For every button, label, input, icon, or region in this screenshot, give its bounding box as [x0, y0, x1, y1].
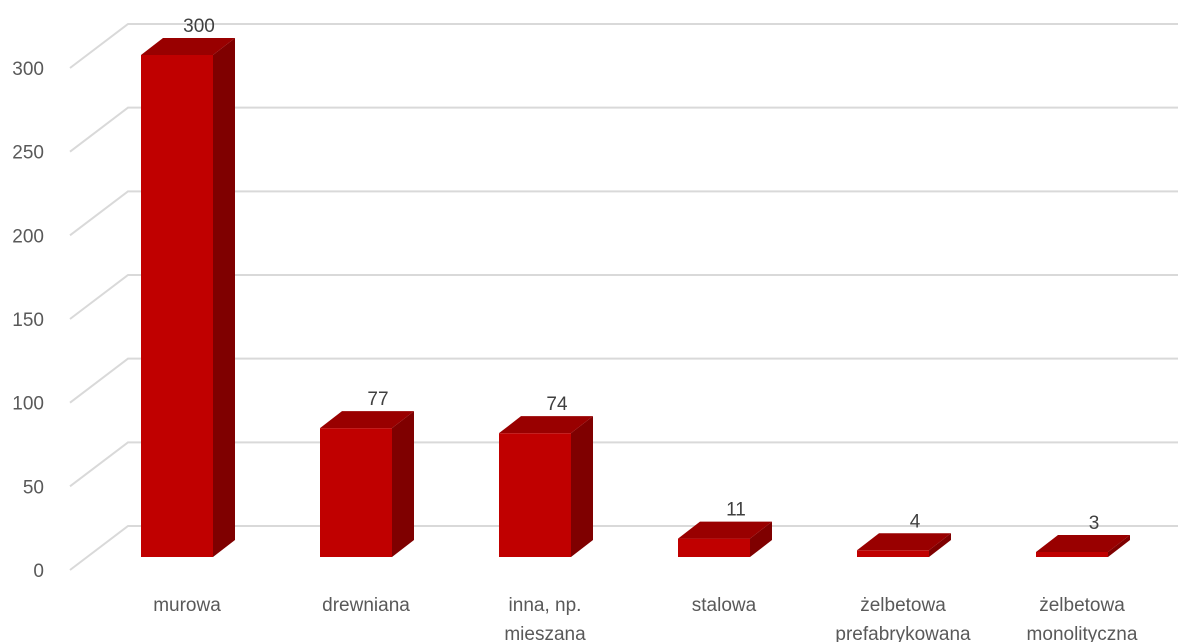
category-label: żelbetowa prefabrykowana — [835, 595, 971, 642]
y-tick-label: 100 — [12, 394, 44, 415]
gridline — [69, 106, 1178, 153]
category-label: żelbetowa monolityczna — [1027, 595, 1138, 642]
data-label: 300 — [183, 16, 215, 37]
bar-front — [320, 428, 392, 557]
bar-front — [1036, 551, 1108, 557]
bar-side — [213, 38, 235, 557]
category-label: murowa — [153, 595, 221, 616]
data-label: 11 — [726, 500, 746, 521]
bar-front — [499, 433, 571, 557]
x-axis: murowa drewniana inna, np. mieszana stalowa ż… — [153, 595, 1138, 642]
bar — [1036, 534, 1130, 557]
bar — [857, 533, 951, 557]
bar — [678, 521, 772, 557]
y-tick-label: 50 — [23, 477, 44, 498]
bar — [141, 38, 235, 557]
gridline — [69, 23, 1178, 69]
data-label: 74 — [546, 394, 568, 415]
bar-front — [141, 55, 213, 557]
data-label: 3 — [1089, 513, 1100, 534]
bar-front — [678, 538, 750, 557]
y-tick-label: 300 — [12, 59, 44, 80]
gridline — [69, 274, 1178, 320]
gridline — [69, 190, 1178, 237]
bar — [499, 416, 593, 557]
bar-side — [1108, 534, 1130, 557]
category-label: drewniana — [322, 595, 410, 616]
bar — [320, 411, 414, 557]
gridline — [69, 441, 1178, 488]
category-label: inna, np. mieszana — [504, 595, 586, 642]
y-tick-label: 200 — [12, 226, 44, 247]
bar-top — [857, 533, 951, 551]
y-tick-label: 150 — [12, 310, 44, 331]
bars — [141, 38, 1130, 557]
bar-side — [929, 533, 951, 557]
category-label: stalowa — [692, 595, 757, 616]
bar-front — [857, 550, 929, 557]
bar-side — [750, 521, 772, 557]
data-labels: 300 77 74 11 4 3 — [183, 16, 1099, 534]
bar-top — [1036, 534, 1130, 552]
bar-top — [678, 521, 772, 539]
gridline — [69, 525, 1178, 571]
bar-top — [499, 416, 593, 434]
gridline — [69, 357, 1178, 404]
data-label: 4 — [910, 511, 921, 532]
gridlines — [69, 23, 1178, 571]
bar-side — [571, 416, 593, 557]
data-label: 77 — [367, 389, 388, 410]
y-tick-label: 250 — [12, 143, 44, 164]
bar-top — [320, 411, 414, 429]
bar-top — [141, 38, 235, 55]
y-axis: 0 50 100 150 200 250 300 — [12, 59, 44, 582]
y-tick-label: 0 — [33, 561, 44, 582]
bar-side — [392, 411, 414, 557]
